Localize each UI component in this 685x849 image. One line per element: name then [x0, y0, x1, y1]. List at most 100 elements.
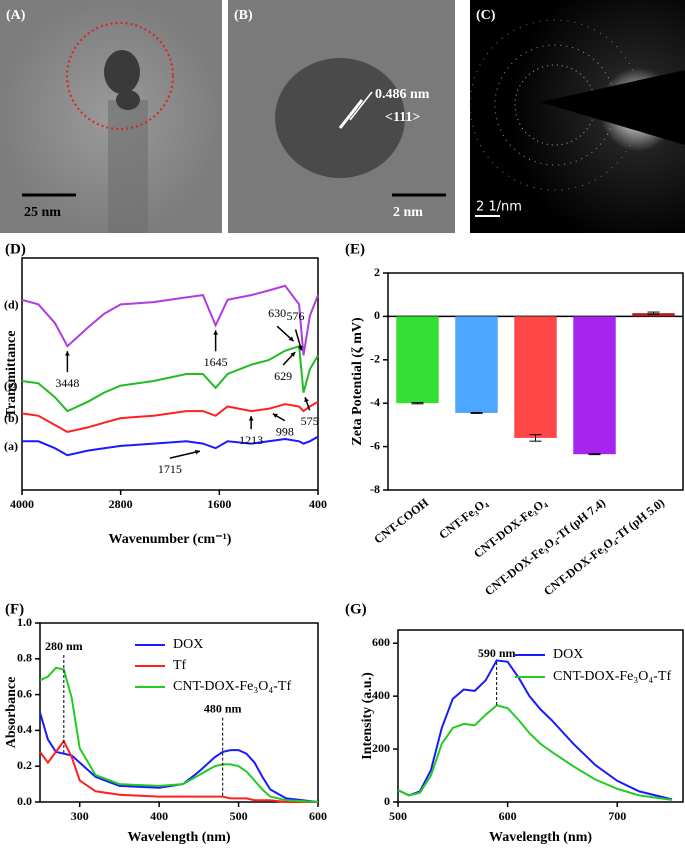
y-tick-label: 0.6	[17, 686, 32, 700]
legend-label: CNT-DOX-Fe₃O₄-Tf	[553, 669, 671, 684]
plot-frame	[387, 272, 684, 491]
y-axis-label: Transmittance	[4, 331, 19, 418]
x-tick-label: 400	[309, 497, 327, 511]
arrow-head	[248, 416, 254, 421]
annotation-label: 480 nm	[204, 701, 242, 715]
scale-label: 25 nm	[24, 205, 61, 220]
panel-label: (A)	[6, 8, 26, 23]
annotation-arrow	[169, 450, 201, 459]
arrow-head	[290, 352, 296, 357]
bar	[455, 316, 498, 413]
panel-label: (E)	[345, 241, 365, 257]
x-axis-label: Wavenumber (cm⁻¹)	[109, 532, 232, 547]
x-tick-label: 600	[499, 809, 517, 823]
spacing-label: 0.486 nm	[375, 87, 430, 102]
line-series	[21, 400, 319, 434]
y-tick-label: -4	[370, 395, 380, 409]
y-tick-label: -2	[370, 352, 380, 366]
y-tick-label: 600	[372, 635, 390, 649]
y-axis-label: Zeta Potential (ζ mV)	[350, 317, 365, 446]
x-tick-label: CNT-DOX-Fe₃O₄-Tf (pH 5.0)	[541, 495, 667, 598]
annotation-label: 998	[276, 425, 294, 439]
micrograph-a: (A) 25 nm	[0, 0, 222, 233]
line-series	[39, 666, 319, 803]
diffraction-c: (C) 2 1/nm	[469, 0, 685, 233]
x-tick-label: CNT-Fe₃O₄	[436, 495, 490, 542]
annotation-label: 629	[274, 369, 292, 383]
x-tick-label: 400	[150, 809, 168, 823]
x-tick-label: 1600	[207, 497, 231, 511]
y-tick-label: 200	[372, 741, 390, 755]
panel-label: (D)	[5, 241, 26, 257]
series-label: (d)	[4, 298, 19, 312]
annotation-label: 630	[268, 306, 286, 320]
series-label: (b)	[4, 411, 19, 425]
y-tick-label: 1.0	[17, 615, 32, 629]
x-tick-label: CNT-COOH	[371, 495, 431, 546]
x-axis-label: Wavelength (nm)	[489, 830, 592, 845]
legend-label: CNT-DOX-Fe₃O₄-Tf	[173, 679, 291, 694]
y-tick-label: -8	[370, 482, 380, 496]
arrow-head	[64, 351, 70, 356]
y-tick-label: 0.8	[17, 651, 32, 665]
arrow-head	[288, 336, 294, 342]
line-series	[397, 659, 673, 801]
line-series	[39, 739, 318, 803]
legend-label: DOX	[553, 647, 583, 662]
annotation-label: 1645	[204, 355, 228, 369]
scale-label: 2 nm	[393, 205, 423, 220]
plot-frame	[21, 257, 319, 491]
series-label: (a)	[4, 439, 18, 453]
y-tick-label: 0	[384, 794, 390, 808]
x-tick-label: 2800	[109, 497, 133, 511]
y-tick-label: 0.0	[17, 794, 32, 808]
panel-label: (B)	[234, 8, 253, 23]
annotation-label: 3448	[55, 376, 79, 390]
scale-label: 2 1/nm	[476, 200, 522, 215]
annotation-label: 1715	[158, 462, 182, 476]
line-series	[21, 284, 319, 356]
legend-label: DOX	[173, 637, 203, 652]
annotation-label: 576	[287, 309, 305, 323]
bar	[396, 316, 439, 404]
arrow-head	[195, 449, 200, 455]
line-series	[39, 712, 319, 803]
line-series	[397, 704, 673, 801]
annotation-label: 575	[301, 414, 319, 428]
x-axis-label: Wavelength (nm)	[127, 830, 230, 845]
series-label: (c)	[4, 379, 17, 393]
panel-label: (F)	[5, 601, 24, 617]
y-tick-label: 0	[374, 308, 380, 322]
line-series	[21, 344, 319, 413]
legend-label: Tf	[173, 658, 187, 673]
plot-frame	[397, 629, 684, 803]
y-tick-label: 0.4	[17, 722, 32, 736]
annotation-label: 280 nm	[45, 639, 83, 653]
x-tick-label: 700	[608, 809, 626, 823]
x-tick-label: 4000	[10, 497, 34, 511]
bar	[632, 313, 675, 317]
arrow-head	[213, 330, 219, 335]
x-tick-label: 500	[389, 809, 407, 823]
x-tick-label: 600	[309, 809, 327, 823]
y-tick-label: 400	[372, 688, 390, 702]
y-tick-label: 2	[374, 265, 380, 279]
y-tick-label: 0.2	[17, 758, 32, 772]
arrow-head	[304, 397, 309, 403]
y-axis-label: Absorbance	[4, 677, 19, 749]
arrow-head	[298, 345, 303, 351]
x-tick-label: 500	[230, 809, 248, 823]
bar	[573, 316, 616, 455]
micrograph-b: (B) 0.486 nm <111> 2 nm	[228, 0, 455, 233]
panel-label: (C)	[476, 8, 496, 23]
line-series	[22, 435, 319, 457]
annotation-label: 590 nm	[478, 646, 516, 660]
arrow-head	[272, 413, 278, 419]
x-tick-label: 300	[71, 809, 89, 823]
plane-label: <111>	[385, 110, 420, 125]
y-tick-label: -6	[370, 438, 380, 452]
annotation-label: 1213	[239, 433, 263, 447]
y-axis-label: Intensity (a.u.)	[360, 672, 375, 760]
panel-label: (G)	[345, 601, 367, 617]
